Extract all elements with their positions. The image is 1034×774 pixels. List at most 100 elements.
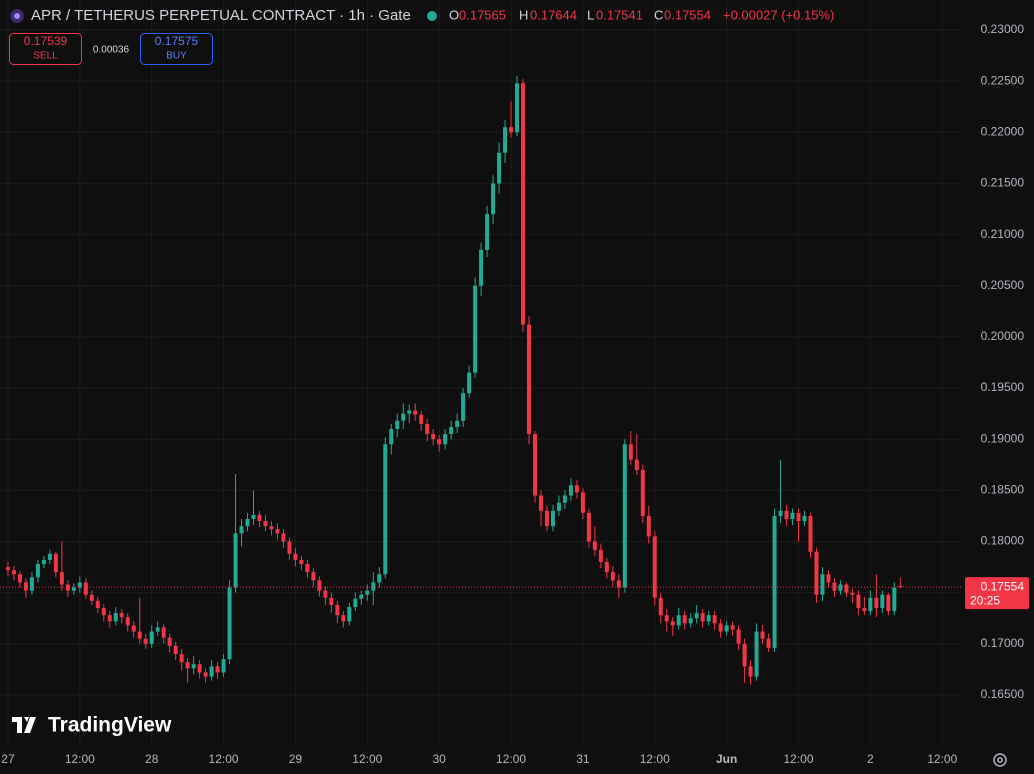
settings-button[interactable] <box>993 753 1007 767</box>
y-tick-label: 0.18000 <box>981 534 1025 548</box>
candle-body <box>754 631 759 677</box>
candle-body <box>419 414 424 424</box>
y-tick-label: 0.17000 <box>981 636 1025 650</box>
buy-label[interactable]: BUY <box>166 51 187 62</box>
ohlc-value: 0.17554 <box>664 7 711 22</box>
candles <box>0 76 962 685</box>
candle-body <box>832 582 837 591</box>
candle-body <box>796 512 801 522</box>
candle-body <box>71 587 76 591</box>
candle-body <box>676 615 681 626</box>
candle-body <box>395 420 400 429</box>
candle-body <box>724 625 729 632</box>
candle-body <box>23 582 28 591</box>
x-tick-label: 29 <box>289 752 303 766</box>
candle-body <box>161 627 166 638</box>
candle-body <box>826 574 831 583</box>
candle-body <box>730 625 735 630</box>
candle-body <box>41 559 46 565</box>
buy-button[interactable]: 0.17575 BUY <box>140 33 213 65</box>
candle-body <box>263 521 268 527</box>
candle-body <box>269 526 274 530</box>
ohlc-value: 0.17541 <box>596 7 643 22</box>
gear-center[interactable] <box>997 757 1003 763</box>
candle-body <box>706 615 711 622</box>
x-tick-label: Jun <box>716 752 737 766</box>
candle-body <box>365 590 370 595</box>
symbol-icon-dot <box>14 13 20 19</box>
y-tick-label: 0.20000 <box>981 329 1025 343</box>
sell-box[interactable] <box>9 33 82 65</box>
candle-body <box>179 654 184 663</box>
x-tick-label: 2 <box>867 752 874 766</box>
buy-price[interactable]: 0.17575 <box>155 34 199 48</box>
change: +0.00027 (+0.15%) <box>723 7 834 22</box>
candle-body <box>455 420 460 427</box>
candle-body <box>604 561 609 573</box>
candle-body <box>347 606 352 622</box>
sell-label[interactable]: SELL <box>33 51 58 62</box>
candle-body <box>137 631 142 639</box>
candle-body <box>850 592 855 595</box>
ohlc-value: 0.17565 <box>459 7 506 22</box>
candle-body <box>580 492 585 513</box>
candle-body <box>802 515 807 522</box>
candle-body <box>562 495 567 503</box>
candle-body <box>413 410 418 415</box>
last-price-label: 0.17554 <box>981 579 1025 593</box>
candle-body <box>574 485 579 493</box>
x-tick-label: 12:00 <box>496 752 526 766</box>
sell-price[interactable]: 0.17539 <box>24 34 68 48</box>
candle-body <box>844 584 849 593</box>
candle-body <box>670 621 675 626</box>
candle-body <box>209 666 214 677</box>
candle-body <box>11 570 16 575</box>
candle-body <box>862 608 867 612</box>
last-price-tag <box>965 577 1029 610</box>
x-tick-label: 12:00 <box>640 752 670 766</box>
buy-box[interactable] <box>140 33 213 65</box>
candle-body <box>646 515 651 537</box>
sell-button[interactable]: 0.17539 SELL <box>9 33 82 65</box>
candle-body <box>407 410 412 414</box>
candle-body <box>449 426 454 435</box>
candle-body <box>251 514 256 520</box>
candle-body <box>856 594 861 609</box>
x-tick-label: 12:00 <box>352 752 382 766</box>
x-tick-label: 30 <box>432 752 446 766</box>
candle-body <box>401 413 406 421</box>
candle-body <box>305 564 310 573</box>
candle-body <box>443 434 448 445</box>
candle-body <box>65 584 70 591</box>
candle-body <box>353 598 358 607</box>
candle-body <box>748 666 753 677</box>
countdown: 20:25 <box>970 593 1000 607</box>
candle-body <box>173 645 178 655</box>
candle-body <box>299 559 304 565</box>
candle-body <box>245 519 250 527</box>
candle-body <box>257 514 262 522</box>
x-tick-label: 12:00 <box>927 752 957 766</box>
candle-body <box>886 594 891 612</box>
candle-body <box>712 615 717 624</box>
y-tick-label: 0.18500 <box>981 483 1025 497</box>
x-tick-label: 28 <box>145 752 159 766</box>
candle-body <box>473 285 478 373</box>
ohlc-label: O <box>449 7 459 22</box>
candle-body <box>107 615 112 622</box>
grid <box>0 0 962 745</box>
candle-body <box>598 549 603 562</box>
candle-body <box>658 597 663 616</box>
y-tick-label: 0.22000 <box>981 124 1025 138</box>
candle-body <box>119 613 124 618</box>
logo: TradingView <box>12 714 172 737</box>
candle-body <box>101 608 106 616</box>
y-tick-label: 0.22500 <box>981 73 1025 87</box>
ohlc-legend: O 0.17565 H 0.17644 L 0.17541 C 0.17554 … <box>449 7 834 22</box>
candle-body <box>317 580 322 591</box>
candle-body <box>503 127 508 153</box>
ohlc-label: C <box>654 7 663 22</box>
gear[interactable] <box>993 753 1007 767</box>
candle-body <box>77 582 82 588</box>
